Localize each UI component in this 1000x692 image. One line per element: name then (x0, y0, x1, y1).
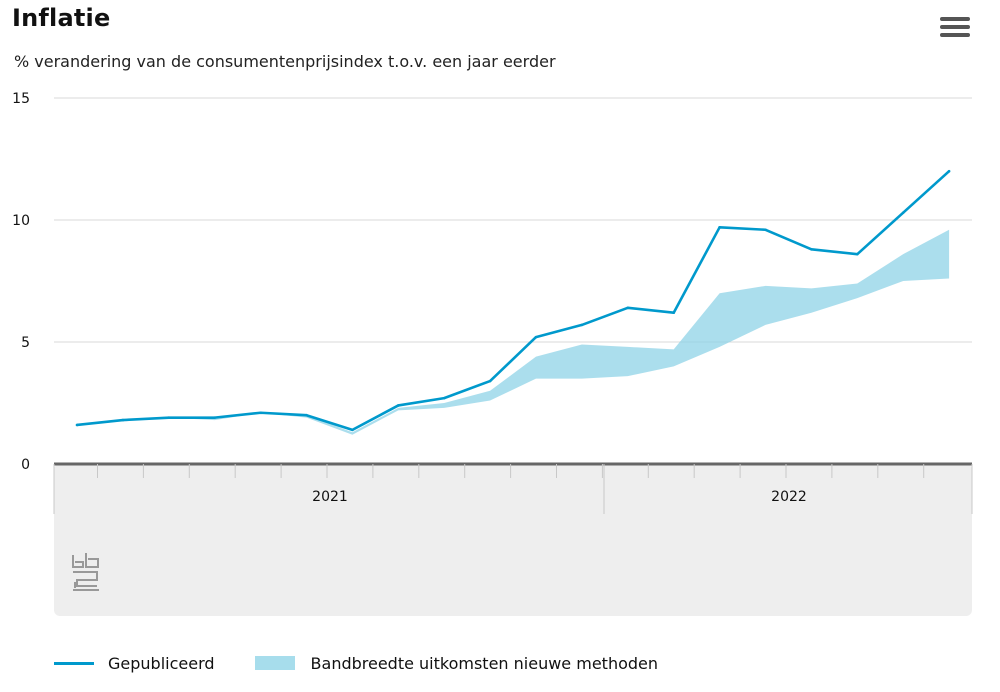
data-point (75, 423, 79, 427)
y-tick-label: 0 (21, 457, 30, 473)
chart-title: Inflatie (12, 4, 111, 32)
legend-item-bandbreedte[interactable]: Bandbreedte uitkomsten nieuwe methoden (254, 653, 659, 673)
chart-subtitle: % verandering van de consumentenprijsind… (14, 52, 556, 71)
data-point (626, 306, 630, 310)
y-tick-label: 5 (21, 335, 30, 351)
legend-band-swatch (254, 656, 295, 670)
data-point (764, 228, 767, 232)
data-point (305, 413, 308, 417)
y-tick-label: 15 (12, 91, 30, 107)
data-point (580, 323, 584, 327)
data-point (167, 416, 171, 419)
data-point (534, 335, 538, 339)
data-point (442, 396, 446, 400)
x-axis-panel (54, 464, 972, 616)
data-point (397, 404, 400, 407)
data-point (488, 379, 492, 383)
legend-item-gepubliceerd[interactable]: Gepubliceerd (54, 654, 215, 673)
legend-line-swatch (54, 661, 94, 665)
y-tick-label: 10 (12, 213, 30, 229)
data-point (718, 226, 721, 229)
data-point (672, 311, 675, 315)
inflation-chart: 0 5 10 15 2021 2022 (12, 91, 973, 616)
x-group-label: 2022 (771, 489, 807, 505)
legend-label-bandbreedte: Bandbreedte uitkomsten nieuwe methoden (310, 653, 659, 673)
cbs-logo-icon (72, 553, 99, 591)
data-point (810, 247, 813, 251)
series-line-gepubliceerd (76, 170, 950, 432)
data-point (351, 428, 354, 432)
data-point (213, 416, 216, 419)
hamburger-menu-icon[interactable] (940, 17, 970, 41)
x-group-label: 2021 (312, 489, 348, 505)
data-point (856, 252, 859, 256)
data-point (121, 418, 125, 422)
data-point (259, 411, 262, 415)
band-area-range (77, 229, 950, 435)
data-point (901, 211, 905, 214)
data-point (947, 169, 951, 173)
legend: Gepubliceerd Bandbreedte uitkomsten nieu… (54, 650, 698, 676)
legend-label-gepubliceerd: Gepubliceerd (108, 653, 215, 673)
